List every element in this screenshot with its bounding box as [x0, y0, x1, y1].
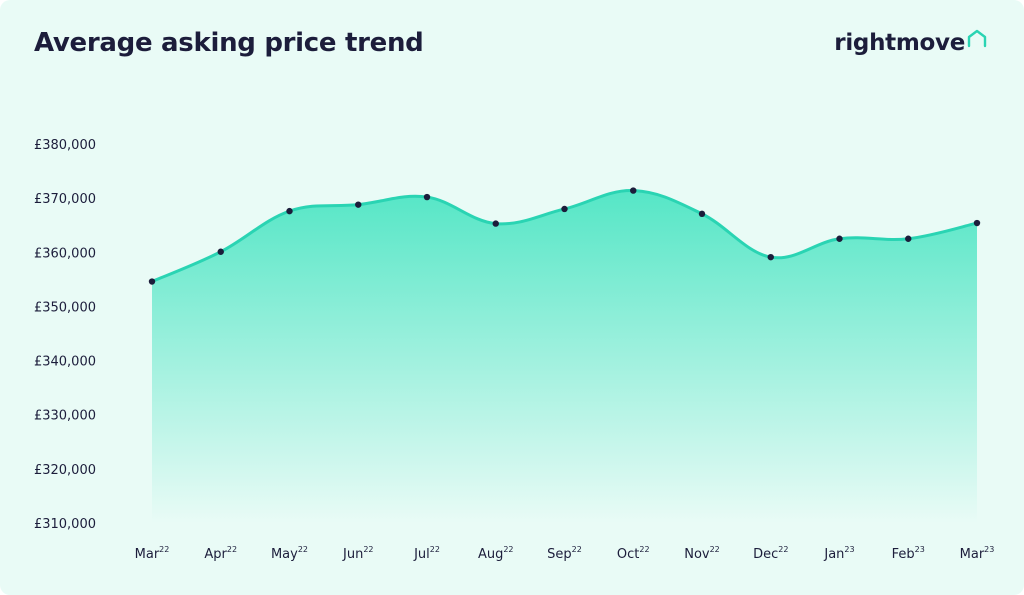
y-tick-label: £330,000	[34, 409, 96, 424]
y-axis: £310,000 £320,000 £330,000 £340,000 £350,000…	[34, 138, 96, 532]
data-point	[561, 205, 568, 213]
house-outline-icon	[967, 29, 987, 48]
data-point	[492, 220, 499, 227]
data-point	[836, 235, 843, 242]
x-tick-label: Jan23	[823, 545, 854, 562]
data-point	[905, 235, 912, 242]
data-point	[630, 187, 637, 194]
x-tick-label: Feb23	[892, 545, 925, 562]
data-point	[698, 210, 706, 218]
x-tick-label: Nov22	[684, 545, 720, 562]
x-axis: Mar22 Apr22 May22 Jun22 Jul22 Aug22 Sep22 Oct22…	[135, 545, 995, 562]
x-tick-label: Oct22	[617, 545, 650, 562]
area-fill	[152, 190, 977, 523]
brand-name: rightmove	[834, 30, 965, 56]
brand-logo: rightmove	[834, 29, 988, 56]
y-tick-label: £350,000	[34, 300, 96, 315]
data-point	[286, 207, 293, 215]
data-point	[973, 219, 981, 227]
page-title: Average asking price trend	[34, 28, 424, 58]
data-point	[148, 278, 156, 285]
x-tick-label: Jun22	[342, 545, 374, 562]
y-tick-label: £370,000	[34, 192, 96, 207]
data-point	[767, 253, 774, 261]
y-tick-label: £380,000	[34, 138, 96, 153]
y-tick-label: £310,000	[34, 517, 96, 532]
x-tick-label: Mar22	[135, 545, 170, 562]
x-tick-label: Dec22	[753, 545, 788, 562]
x-tick-label: Sep22	[547, 545, 582, 562]
y-tick-label: £320,000	[34, 463, 96, 478]
x-tick-label: Mar23	[960, 545, 995, 562]
data-point	[423, 193, 431, 201]
x-tick-label: May22	[271, 545, 308, 562]
x-tick-label: Aug22	[478, 545, 514, 562]
x-tick-label: Apr22	[204, 545, 237, 562]
data-point	[217, 248, 224, 255]
data-point	[355, 201, 362, 208]
x-tick-label: Jul22	[413, 545, 440, 562]
data-points	[148, 187, 981, 285]
y-tick-label: £360,000	[34, 246, 96, 261]
y-tick-label: £340,000	[34, 355, 96, 370]
